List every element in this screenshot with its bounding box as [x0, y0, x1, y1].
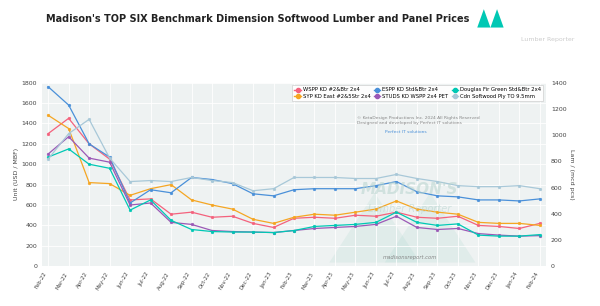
Text: Lumber Reporter: Lumber Reporter: [521, 37, 574, 42]
Text: MADISON'S: MADISON'S: [521, 11, 574, 20]
Text: Perfect IT solutions: Perfect IT solutions: [385, 130, 427, 134]
Polygon shape: [490, 9, 503, 28]
Text: © KetaDesign Productions Inc. 2024 All Rights Reserved
Designed and developed by: © KetaDesign Productions Inc. 2024 All R…: [357, 116, 480, 125]
Text: MADISON'S: MADISON'S: [361, 181, 458, 197]
Text: February 16, 2024: February 16, 2024: [20, 14, 112, 23]
Legend: WSPP KD #2&Btr 2x4, SYP KD East #2&5Str 2x4, ESPP KD Std&Btr 2x4, STUDS KD WSPP : WSPP KD #2&Btr 2x4, SYP KD East #2&5Str …: [292, 85, 544, 101]
Polygon shape: [477, 9, 490, 28]
Y-axis label: Lam / (mcd pcs): Lam / (mcd pcs): [569, 149, 574, 200]
Y-axis label: Unit (USD / MBF): Unit (USD / MBF): [14, 148, 19, 200]
Text: Madison's TOP SIX Benchmark Dimension Softwood Lumber and Panel Prices: Madison's TOP SIX Benchmark Dimension So…: [46, 14, 470, 24]
Polygon shape: [385, 193, 475, 263]
Polygon shape: [329, 193, 420, 263]
Text: Lumber Reporter: Lumber Reporter: [368, 204, 452, 214]
Text: madisonsreport.com: madisonsreport.com: [383, 255, 437, 260]
